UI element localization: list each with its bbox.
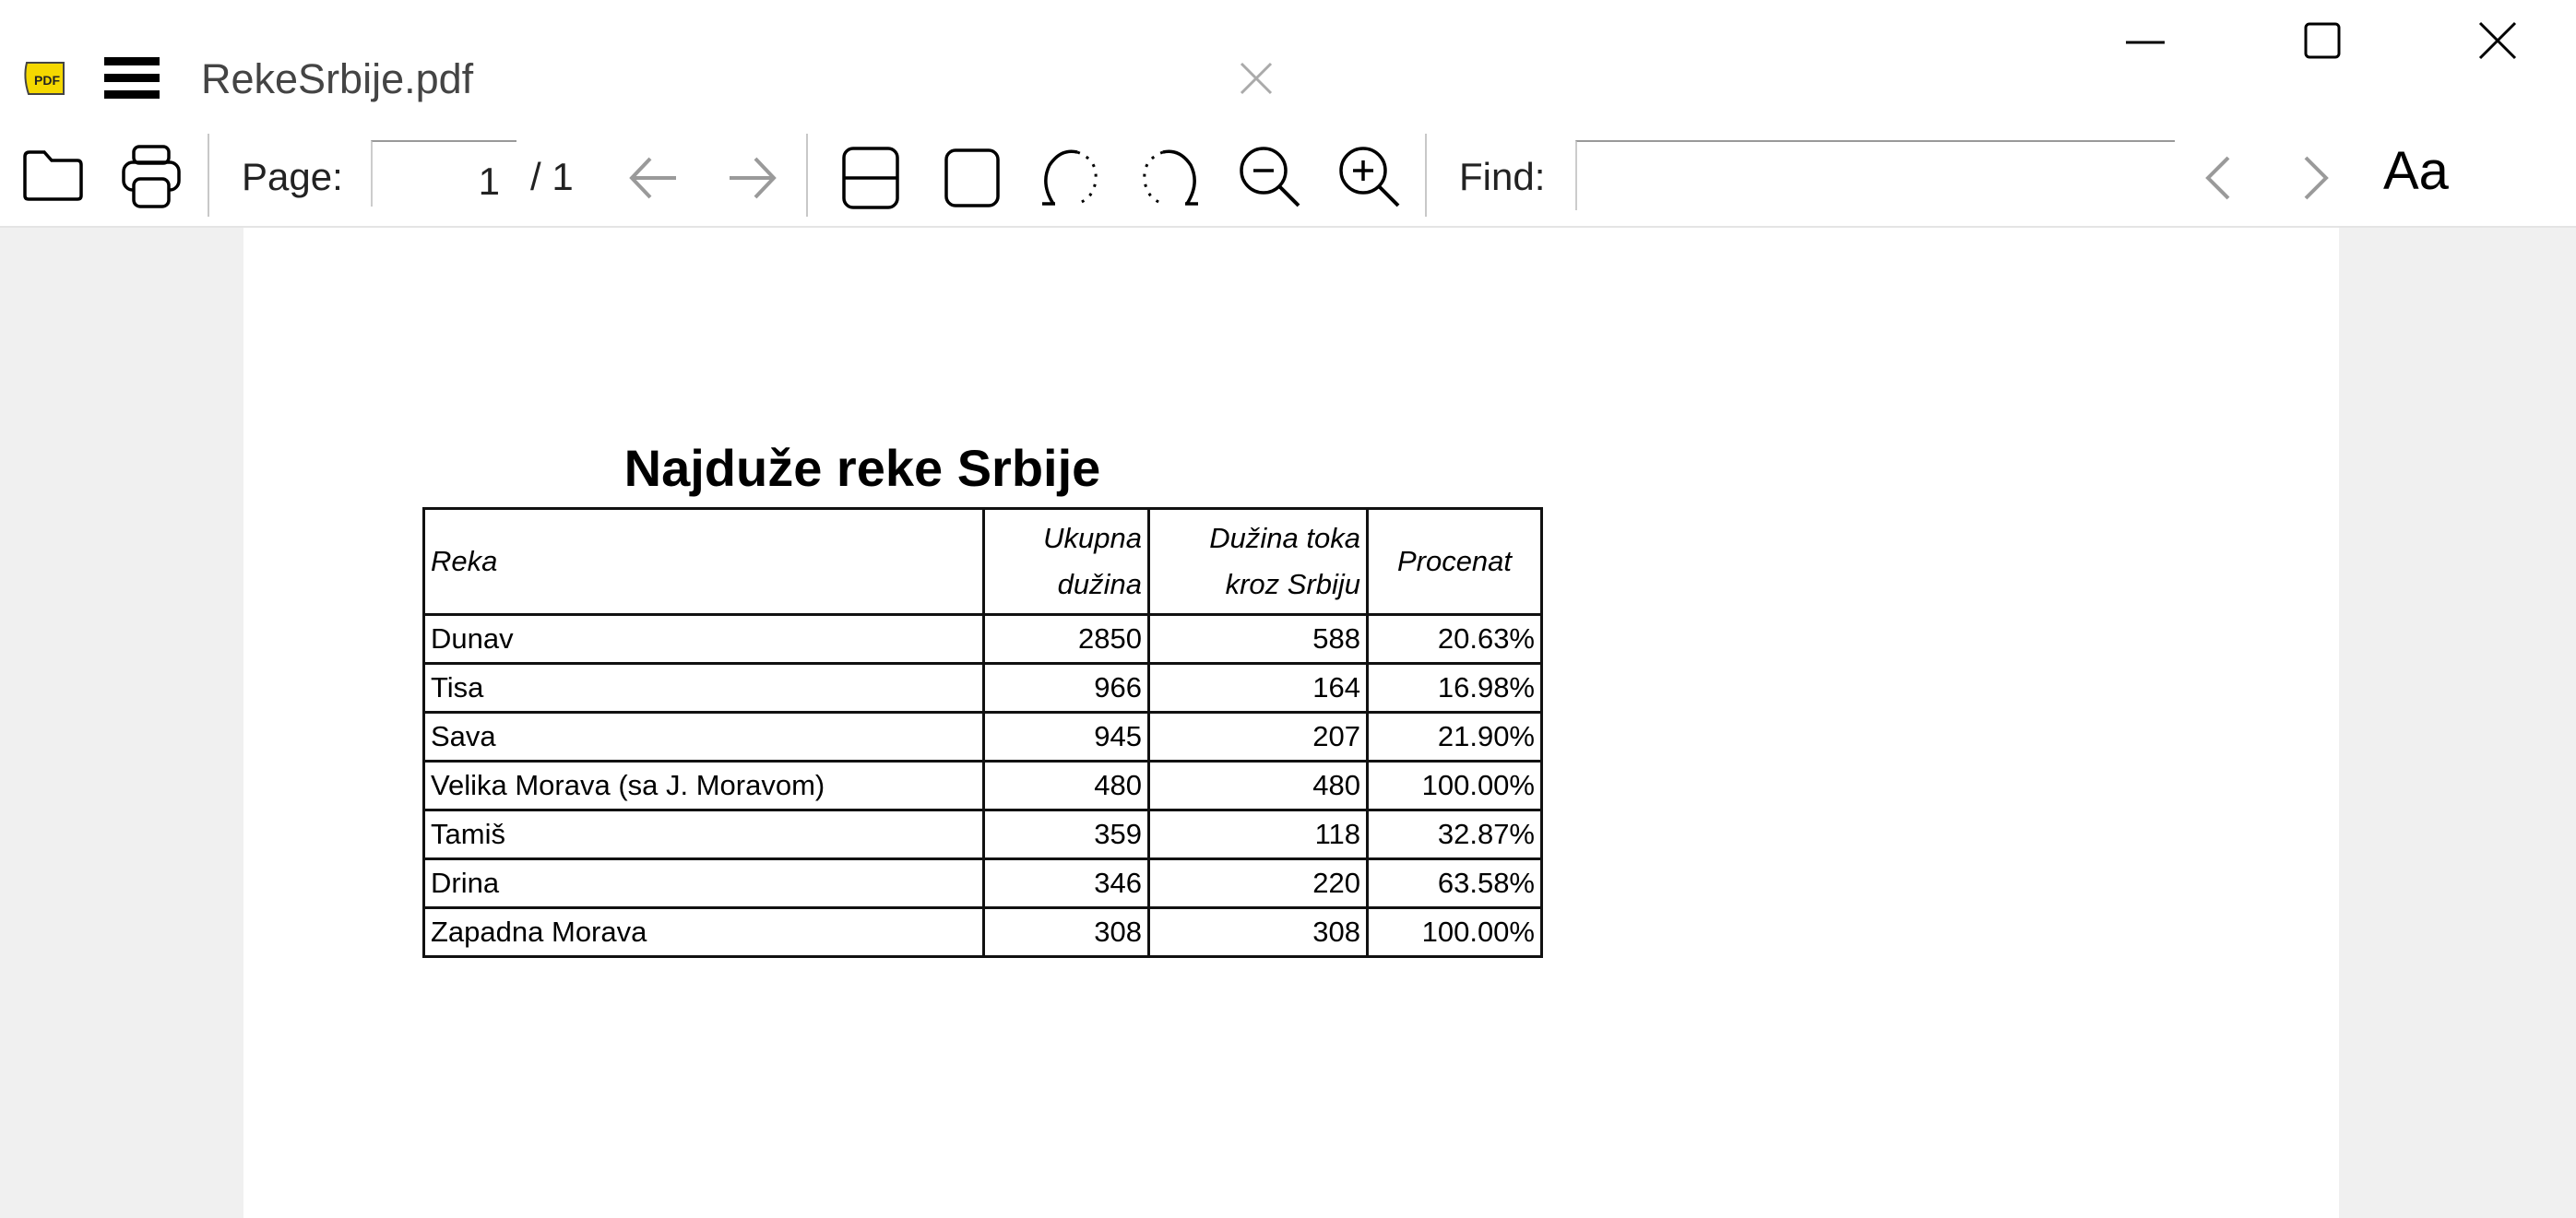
maximize-icon[interactable] xyxy=(2300,18,2345,63)
table-cell: 346 xyxy=(982,857,1150,909)
rotate-right-icon[interactable] xyxy=(1137,145,1202,211)
page-total: / 1 xyxy=(530,155,574,198)
table-cell: 21.90% xyxy=(1366,711,1543,763)
table-row: Velika Morava (sa J. Moravom) 480 480 100.0… xyxy=(422,760,1543,811)
zoom-out-icon[interactable] xyxy=(1236,143,1304,211)
document-title: Najduže reke Srbije xyxy=(243,438,2339,498)
title-bar: PDF RekeSrbije.pdf xyxy=(0,0,2576,120)
svg-text:PDF: PDF xyxy=(34,73,60,88)
pdf-page: Najduže reke Srbije Reka Ukupna dužina D… xyxy=(243,228,2339,1218)
hamburger-menu-icon[interactable] xyxy=(103,55,160,101)
table-cell: 308 xyxy=(982,906,1150,958)
table-cell: 164 xyxy=(1147,662,1369,714)
table-cell: Dunav xyxy=(422,613,985,665)
single-page-view-icon[interactable] xyxy=(943,145,1002,211)
document-title-text: Najduže reke Srbije xyxy=(623,439,1101,497)
tab-close-icon[interactable] xyxy=(1236,58,1276,99)
table-cell: 32.87% xyxy=(1366,809,1543,860)
find-input[interactable] xyxy=(1575,140,2175,210)
table-row: Dunav 2850 588 20.63% xyxy=(422,613,1543,665)
table-cell: 359 xyxy=(982,809,1150,860)
table-cell: 945 xyxy=(982,711,1150,763)
document-tab-title[interactable]: RekeSrbije.pdf xyxy=(201,55,474,102)
page-number-input[interactable]: 1 xyxy=(371,140,516,207)
previous-page-arrow-icon[interactable] xyxy=(627,152,679,204)
column-header: Ukupna dužina xyxy=(982,507,1150,616)
table-cell: 100.00% xyxy=(1366,760,1543,811)
table-row: Drina 346 220 63.58% xyxy=(422,857,1543,909)
zoom-in-icon[interactable] xyxy=(1335,143,1404,211)
table-cell: 20.63% xyxy=(1366,613,1543,665)
match-case-icon[interactable]: Aa xyxy=(2383,140,2449,202)
table-cell: Zapadna Morava xyxy=(422,906,985,958)
minimize-icon[interactable] xyxy=(2121,18,2169,63)
rivers-table: Reka Ukupna dužina Dužina toka kroz Srbi… xyxy=(422,507,1543,958)
rotate-left-icon[interactable] xyxy=(1039,145,1103,211)
table-cell: 480 xyxy=(982,760,1150,811)
print-icon[interactable] xyxy=(118,143,184,209)
table-header-row: Reka Ukupna dužina Dužina toka kroz Srbi… xyxy=(422,507,1543,616)
table-row: Sava 945 207 21.90% xyxy=(422,711,1543,763)
table-row: Zapadna Morava 308 308 100.00% xyxy=(422,906,1543,958)
table-cell: 118 xyxy=(1147,809,1369,860)
table-cell: 308 xyxy=(1147,906,1369,958)
table-cell: 63.58% xyxy=(1366,857,1543,909)
table-cell: 207 xyxy=(1147,711,1369,763)
column-header: Dužina toka kroz Srbiju xyxy=(1147,507,1369,616)
table-cell: 588 xyxy=(1147,613,1369,665)
table-cell: Drina xyxy=(422,857,985,909)
find-next-icon[interactable] xyxy=(2293,152,2339,204)
table-cell: Tamiš xyxy=(422,809,985,860)
next-page-arrow-icon[interactable] xyxy=(727,152,778,204)
window-close-icon[interactable] xyxy=(2475,18,2520,63)
pdf-app-logo-icon: PDF xyxy=(20,57,66,98)
table-cell: 220 xyxy=(1147,857,1369,909)
open-folder-icon[interactable] xyxy=(20,148,85,203)
continuous-view-icon[interactable] xyxy=(839,145,902,211)
toolbar-separator xyxy=(806,134,808,217)
column-header: Procenat xyxy=(1366,507,1543,616)
table-row: Tisa 966 164 16.98% xyxy=(422,662,1543,714)
table-cell: 2850 xyxy=(982,613,1150,665)
table-cell: 966 xyxy=(982,662,1150,714)
find-previous-icon[interactable] xyxy=(2195,152,2241,204)
find-label: Find: xyxy=(1459,155,1546,198)
table-cell: 100.00% xyxy=(1366,906,1543,958)
table-cell: Tisa xyxy=(422,662,985,714)
table-cell: 16.98% xyxy=(1366,662,1543,714)
match-case-label: Aa xyxy=(2383,141,2449,201)
table-row: Tamiš 359 118 32.87% xyxy=(422,809,1543,860)
toolbar-separator xyxy=(1425,134,1427,217)
column-header: Reka xyxy=(422,507,985,616)
toolbar-separator xyxy=(208,134,209,217)
page-label: Page: xyxy=(242,155,343,198)
table-cell: 480 xyxy=(1147,760,1369,811)
table-cell: Velika Morava (sa J. Moravom) xyxy=(422,760,985,811)
table-cell: Sava xyxy=(422,711,985,763)
